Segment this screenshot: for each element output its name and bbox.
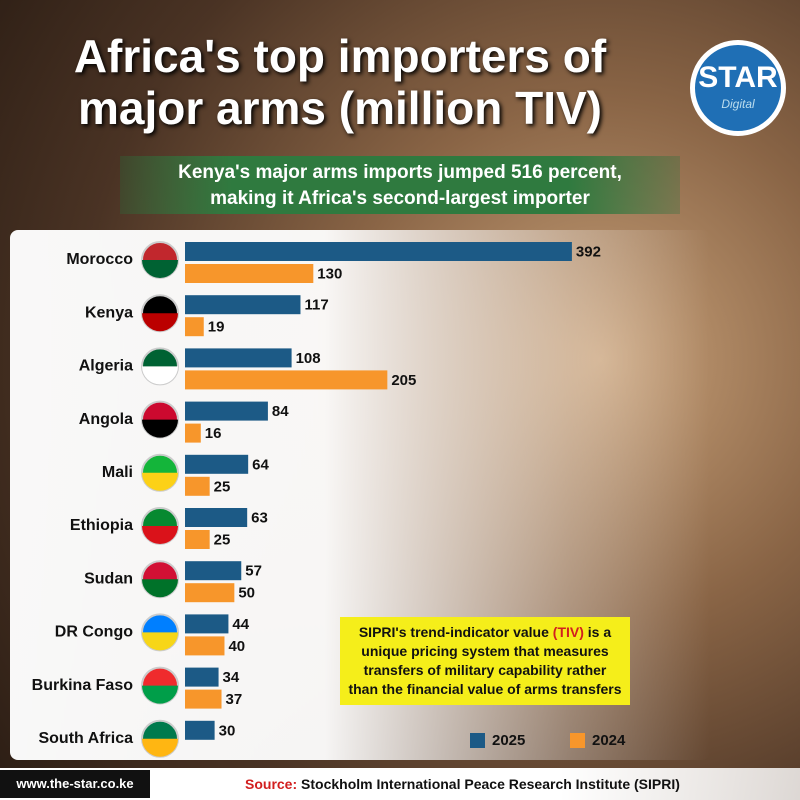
bar [185,476,210,496]
legend-label: 2024 [592,732,626,749]
source-text: Stockholm International Peace Research I… [301,776,680,792]
logo-text: STAR [698,61,778,94]
logo: STAR Digital [690,40,786,136]
bar [185,530,210,549]
flag [142,366,178,385]
bar [185,508,248,527]
value-label: 205 [391,372,416,389]
chart-title: Africa's top importers of major arms (mi… [73,30,607,134]
flag [142,472,178,491]
bar [185,561,242,581]
category-label: Kenya [85,304,133,321]
note-text: is a unique pricing system that measures… [348,624,622,697]
value-label: 40 [228,638,245,655]
value-label: 64 [252,456,269,473]
note: SIPRI's trend-indicator value (TIV) is a… [340,617,630,705]
flag [142,313,178,332]
value-label: 25 [214,531,231,548]
legend-label: 2025 [492,732,525,749]
value-label: 117 [304,297,328,314]
flag [142,419,178,438]
bar [185,667,219,687]
bar [185,689,222,709]
flag [142,526,178,544]
bar [185,583,235,603]
bar [185,264,314,283]
value-label: 19 [208,319,225,336]
value-label: 57 [245,563,262,580]
flag [142,632,178,651]
value-label: 16 [205,425,222,442]
bar [185,401,268,421]
value-label: 37 [226,691,243,708]
value-label: 30 [219,722,236,739]
note-highlight: (TIV) [552,624,584,640]
flag [142,738,178,757]
legend-swatch [470,733,485,748]
bar [185,295,301,315]
note-text: SIPRI's trend-indicator value [358,624,553,640]
bar [185,423,201,443]
category-label: South Africa [38,730,133,747]
flag [142,685,178,704]
bar [185,348,292,368]
value-label: 108 [296,350,321,367]
bar [185,614,229,634]
logo-sub: Digital [721,97,755,111]
category-label: DR Congo [55,624,133,641]
flag [142,260,178,278]
category-label: Mali [102,464,133,481]
bar [185,370,388,390]
bar [185,720,215,740]
category-label: Ethiopia [70,517,133,534]
value-label: 50 [238,585,255,602]
category-label: Morocco [66,251,133,268]
legend-swatch [570,733,585,748]
value-label: 130 [317,265,342,282]
flag [142,579,178,598]
category-label: Burkina Faso [32,677,134,694]
bar [185,242,572,261]
value-label: 34 [223,669,240,686]
category-label: Algeria [79,358,133,375]
value-label: 84 [272,403,289,420]
category-label: Sudan [84,570,133,587]
bar [185,317,204,337]
value-label: 44 [232,616,249,633]
subtitle: Kenya's major arms imports jumped 516 pe… [120,156,680,214]
value-label: 25 [214,478,231,495]
source: Source: Stockholm International Peace Re… [245,770,680,798]
bar [185,636,225,656]
value-label: 63 [251,509,268,526]
source-label: Source: [245,776,298,792]
bar [185,454,249,474]
website: www.the-star.co.ke [0,770,150,798]
value-label: 392 [576,243,601,260]
category-label: Angola [79,411,133,428]
